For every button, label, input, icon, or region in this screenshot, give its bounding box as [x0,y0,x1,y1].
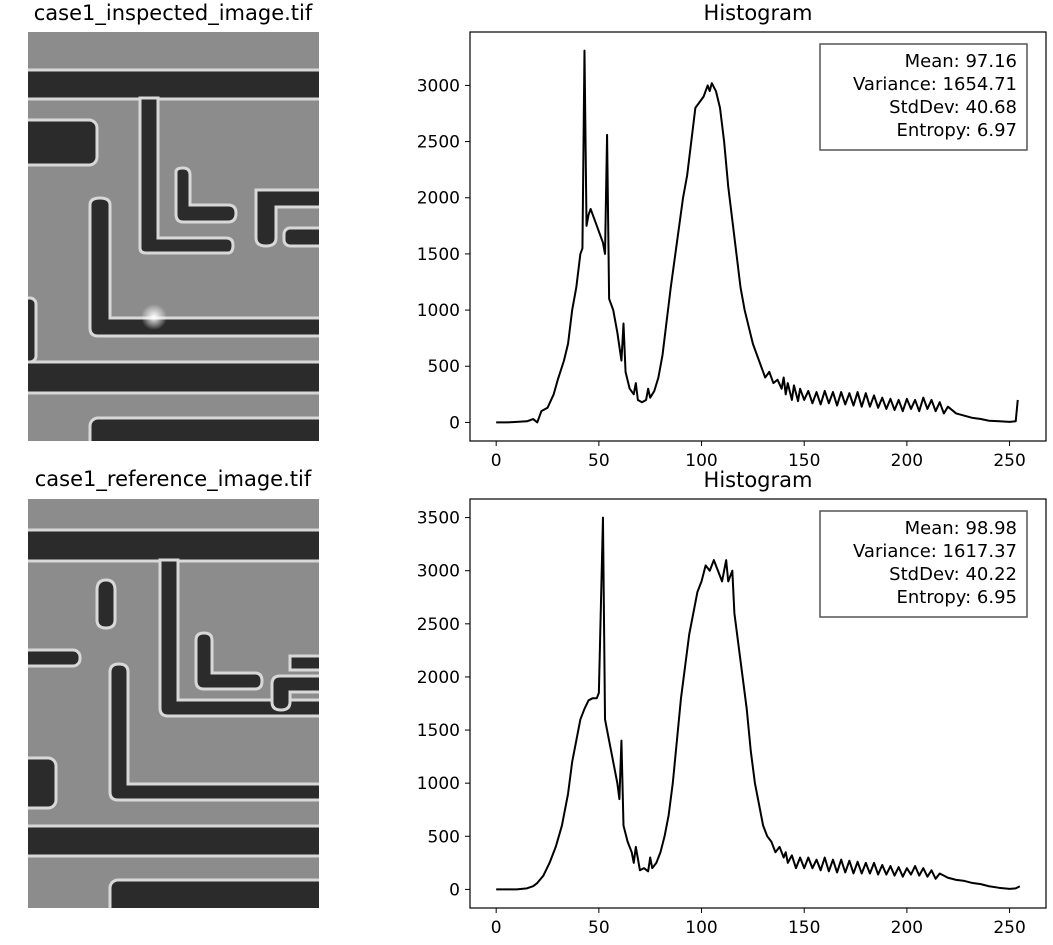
chart-title: Histogram [704,1,813,25]
x-tick-label: 200 [891,451,923,471]
histogram-line [496,516,1021,891]
y-tick-label: 0 [449,413,460,433]
stats-box [819,510,1028,618]
axes-frame [469,31,1047,442]
stats-box [819,43,1028,151]
x-tick-label: 50 [588,918,610,938]
x-tick-label: 250 [993,918,1025,938]
x-tick-label: 100 [685,451,717,471]
stats-line: StdDev: 40.68 [889,97,1017,118]
y-tick-label: 500 [428,357,460,377]
stats-line: Entropy: 6.97 [897,120,1018,141]
stats-line: Variance: 1617.37 [853,541,1017,562]
y-tick-label: 3000 [417,76,460,96]
y-tick-label: 0 [449,880,460,900]
x-tick-label: 200 [891,918,923,938]
y-tick-label: 2000 [417,668,460,688]
stats-line: StdDev: 40.22 [889,564,1017,585]
chart-title: Histogram [704,468,813,492]
x-tick-label: 0 [491,451,502,471]
stats-line: Mean: 98.98 [905,518,1017,539]
histogram-line [496,49,1019,424]
x-tick-label: 50 [588,451,610,471]
x-tick-label: 0 [491,918,502,938]
y-tick-label: 1000 [417,774,460,794]
y-tick-label: 1500 [417,721,460,741]
stats-line: Mean: 97.16 [905,51,1017,72]
x-tick-label: 100 [685,918,717,938]
image-title: case1_inspected_image.tif [34,1,313,26]
reference-image [28,499,319,908]
x-tick-label: 150 [788,451,820,471]
y-tick-label: 3000 [417,562,460,582]
stats-line: Entropy: 6.95 [897,587,1018,608]
y-tick-label: 1000 [417,301,460,321]
x-tick-label: 250 [993,451,1025,471]
axes-frame [469,498,1047,909]
image-title: case1_reference_image.tif [35,467,312,492]
y-tick-label: 500 [428,827,460,847]
stats-line: Variance: 1654.71 [853,74,1017,95]
y-tick-label: 2000 [417,189,460,209]
y-tick-label: 1500 [417,245,460,265]
y-tick-label: 2500 [417,133,460,153]
x-tick-label: 150 [788,918,820,938]
y-tick-label: 3500 [417,509,460,529]
inspected-image [28,32,319,441]
y-tick-label: 2500 [417,615,460,635]
